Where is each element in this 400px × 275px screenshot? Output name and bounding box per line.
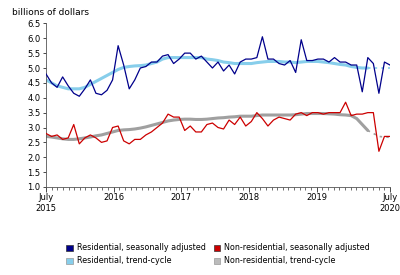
- Legend: Residential, seasonally adjusted, Residential, trend-cycle, Non-residential, sea: Residential, seasonally adjusted, Reside…: [66, 243, 370, 265]
- Text: billions of dollars: billions of dollars: [12, 8, 89, 17]
